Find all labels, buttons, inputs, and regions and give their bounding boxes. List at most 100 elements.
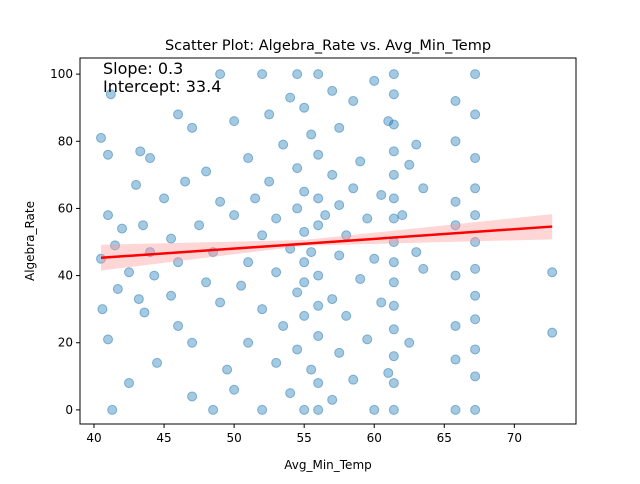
point [292, 163, 303, 174]
point [257, 304, 268, 315]
point [313, 69, 324, 80]
point [418, 183, 429, 194]
point [388, 324, 399, 335]
point [313, 378, 324, 389]
point [257, 69, 268, 80]
point [450, 196, 461, 207]
point [450, 95, 461, 106]
point [388, 69, 399, 80]
point [470, 210, 481, 221]
point [299, 226, 310, 237]
point [112, 284, 123, 295]
regression-line [100, 225, 553, 260]
point [159, 193, 170, 204]
point [299, 404, 310, 415]
point [299, 186, 310, 197]
point [397, 210, 408, 221]
point [306, 247, 317, 258]
point [299, 257, 310, 268]
point [470, 109, 481, 120]
point [470, 69, 481, 80]
point [299, 310, 310, 321]
point [152, 357, 163, 368]
point [411, 247, 422, 258]
point [327, 169, 338, 180]
point [334, 250, 345, 261]
point [292, 69, 303, 80]
point [313, 300, 324, 311]
point [229, 116, 240, 127]
point [320, 210, 331, 221]
y-tick-label: 80 [58, 134, 73, 148]
point [376, 189, 387, 200]
point [547, 327, 558, 338]
point [145, 153, 156, 164]
point [124, 267, 135, 278]
point [215, 196, 226, 207]
point [348, 183, 359, 194]
point [470, 344, 481, 355]
point [271, 357, 282, 368]
point [313, 220, 324, 231]
point [229, 210, 240, 221]
point [264, 109, 275, 120]
point [313, 193, 324, 204]
point [285, 92, 296, 103]
point [383, 116, 394, 127]
point [388, 146, 399, 157]
point [388, 277, 399, 288]
y-tick-label: 0 [65, 403, 73, 417]
point [187, 391, 198, 402]
point [450, 354, 461, 365]
point [348, 95, 359, 106]
x-tick-label: 70 [507, 431, 522, 445]
point [133, 294, 144, 305]
point [229, 384, 240, 395]
point [388, 378, 399, 389]
point [110, 240, 121, 251]
point [404, 159, 415, 170]
point [149, 270, 160, 281]
point [383, 367, 394, 378]
point [306, 364, 317, 375]
chart-title: Scatter Plot: Algebra_Rate vs. Avg_Min_T… [165, 38, 491, 54]
point [418, 263, 429, 274]
point [388, 193, 399, 204]
y-tick-label: 20 [58, 336, 73, 350]
point [404, 337, 415, 348]
point [215, 297, 226, 308]
point [243, 337, 254, 348]
x-tick-label: 40 [86, 431, 101, 445]
point [388, 119, 399, 130]
plot-frame [79, 57, 577, 425]
point [173, 320, 184, 331]
point [388, 257, 399, 268]
point [271, 267, 282, 278]
point [257, 230, 268, 241]
point [376, 297, 387, 308]
point [271, 213, 282, 224]
point [547, 267, 558, 278]
point [285, 388, 296, 399]
point [103, 149, 114, 160]
point [327, 294, 338, 305]
point [388, 89, 399, 100]
point [470, 153, 481, 164]
point [215, 69, 226, 80]
point [450, 220, 461, 231]
point [243, 257, 254, 268]
point [236, 280, 247, 291]
point [187, 337, 198, 348]
point [299, 102, 310, 113]
point [369, 404, 380, 415]
point [105, 89, 116, 100]
y-tick-label: 100 [50, 67, 73, 81]
x-tick-label: 50 [226, 431, 241, 445]
point [388, 300, 399, 311]
point [187, 122, 198, 133]
point [450, 270, 461, 281]
point [180, 176, 191, 187]
point [470, 314, 481, 325]
point [327, 394, 338, 405]
